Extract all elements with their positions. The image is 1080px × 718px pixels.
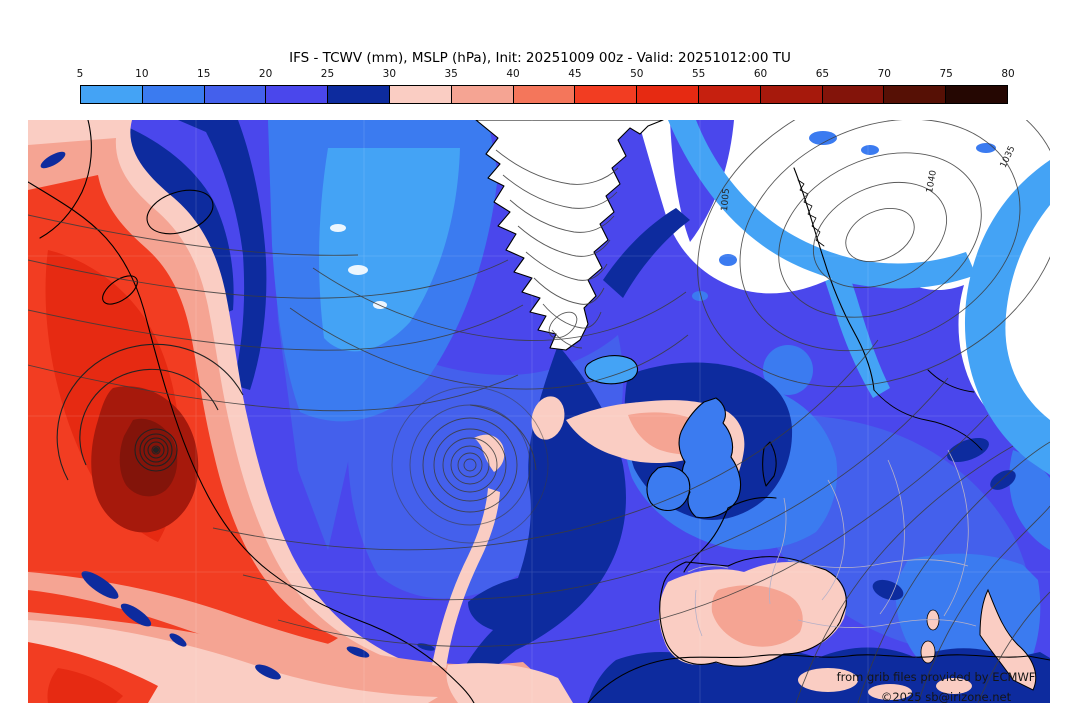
colorbar-tick-label: 60 (753, 68, 768, 80)
colorbar-tick-label: 30 (382, 68, 397, 80)
colorbar-segment (884, 86, 947, 103)
colorbar-tick-label: 65 (815, 68, 830, 80)
isobar-label-1005: 1005 (720, 188, 732, 212)
colorbar-tick-label: 10 (135, 68, 149, 80)
attribution-source: from grib files provided by ECMWF (837, 670, 1036, 684)
colorbar-tick-label: 15 (197, 68, 211, 80)
colorbar-segment (513, 86, 576, 103)
map-canvas: 1040 1035 1005 from grib files provided … (28, 120, 1050, 703)
colorbar-segment (822, 86, 885, 103)
hurricane-spiral (56, 343, 244, 481)
colorbar-tick-label: 40 (506, 68, 520, 80)
colorbar-tick-label: 5 (76, 68, 84, 80)
colorbar-segment (451, 86, 514, 103)
colorbar-tick-label: 35 (444, 68, 458, 80)
colorbar-segment (575, 86, 638, 103)
colorbar-segment (204, 86, 267, 103)
mslp-isobars (28, 120, 1050, 703)
isobar-label-1040: 1040 (925, 169, 939, 194)
attribution-copyright: ©2025 sb@irizone.net (881, 690, 1012, 703)
colorbar-tick-label: 55 (691, 68, 706, 80)
colorbar-tick-label: 20 (258, 68, 273, 80)
colorbar-tick-label: 45 (568, 68, 582, 80)
colorbar-segment (760, 86, 823, 103)
colorbar-segment (266, 86, 329, 103)
weather-map: 1040 1035 1005 from grib files provided … (28, 120, 1050, 703)
page-title: IFS - TCWV (mm), MSLP (hPa), Init: 20251… (289, 50, 791, 66)
colorbar-ticks: 5 10 15 20 25 30 35 40 45 50 55 60 65 70 75 80 (0, 68, 1080, 82)
colorbar-segment (946, 86, 1007, 103)
colorbar-tick-label: 25 (320, 68, 335, 80)
colorbar-segment (328, 86, 390, 103)
colorbar-segment (142, 86, 205, 103)
colorbar-tick-label: 80 (1001, 68, 1015, 80)
colorbar-segment (698, 86, 761, 103)
colorbar-tick-label: 70 (877, 68, 891, 80)
colorbar-segment (637, 86, 699, 103)
colorbar (80, 85, 1008, 104)
colorbar-segment (389, 86, 452, 103)
colorbar-segment (81, 86, 143, 103)
colorbar-tick-label: 50 (630, 68, 644, 80)
colorbar-tick-label: 75 (939, 68, 953, 80)
